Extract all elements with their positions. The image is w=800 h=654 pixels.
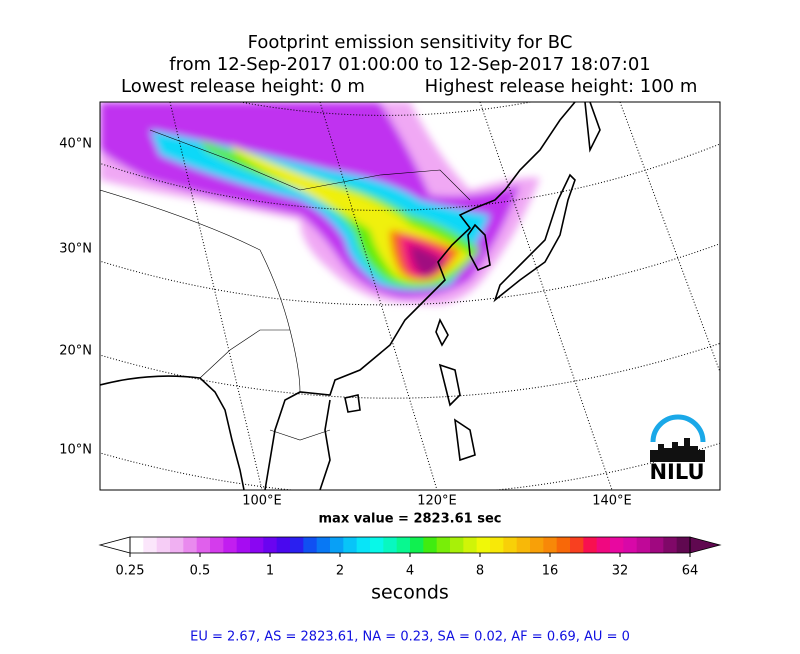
colorbar-segment — [583, 537, 598, 553]
colorbar-segment — [156, 537, 171, 553]
colorbar-tick-label: 64 — [682, 564, 699, 579]
lat-label: 10°N — [59, 443, 92, 458]
colorbar-segment — [676, 537, 691, 553]
map — [100, 102, 720, 490]
parallel — [100, 143, 720, 211]
lat-label: 40°N — [59, 137, 92, 152]
colorbar-segment — [423, 537, 438, 553]
colorbar-tick-label: 32 — [612, 564, 629, 579]
footer-text: EU = 2.67, AS = 2823.61, NA = 0.23, SA =… — [190, 630, 630, 645]
borders — [100, 129, 471, 441]
title-line: from 12-Sep-2017 01:00:00 to 12-Sep-2017… — [169, 54, 651, 75]
release-high: Highest release height: 100 m — [425, 76, 698, 97]
colorbar-segment — [303, 537, 318, 553]
taiwan — [435, 317, 449, 347]
colorbar-tick-label: 0.25 — [116, 564, 145, 579]
logo-arc — [650, 414, 706, 443]
colorbar-segment — [610, 537, 624, 553]
colorbar-tick-label: 8 — [476, 564, 484, 579]
colorbar-segment — [436, 537, 451, 553]
colorbar-segment — [543, 537, 558, 553]
nilu-logo: NILU — [649, 414, 706, 484]
colorbar-segment — [143, 537, 158, 553]
coast — [100, 375, 245, 490]
graticule — [100, 102, 720, 490]
colorbar-segment — [663, 537, 678, 553]
colorbar-segment — [503, 537, 518, 553]
lon-label: 100°E — [242, 494, 282, 509]
colorbar-segment — [343, 537, 358, 553]
logo-skyline — [650, 438, 705, 462]
colorbar-tick-label: 4 — [406, 564, 414, 579]
colorbar-segment — [276, 537, 291, 553]
parallel — [100, 442, 720, 490]
colorbar-segment — [516, 537, 531, 553]
colorbar-segment — [650, 537, 664, 553]
colorbar-segment — [316, 537, 331, 553]
lat-label: 20°N — [59, 344, 92, 359]
colorbar-segment — [596, 537, 611, 553]
release-low: Lowest release height: 0 m — [121, 76, 365, 97]
meridian — [619, 102, 720, 374]
colorbar-segment — [263, 537, 278, 553]
parallel — [100, 243, 720, 306]
colorbar-segment — [290, 537, 304, 553]
colorbar-segment — [476, 537, 491, 553]
meridian — [479, 102, 613, 490]
korea — [467, 223, 491, 272]
colorbar-segment — [210, 537, 224, 553]
border — [100, 189, 301, 393]
hainan — [344, 394, 361, 413]
coast — [264, 102, 576, 490]
colorbar-segment — [383, 537, 398, 553]
coast — [319, 399, 331, 490]
colorbar-segment — [250, 537, 264, 553]
coastlines — [100, 102, 601, 490]
title-line: Footprint emission sensitivity for BC — [248, 32, 573, 53]
colorbar-segment — [223, 537, 238, 553]
colorbar-segment — [370, 537, 384, 553]
colorbar-tick-label: 16 — [542, 564, 559, 579]
colorbar-segment — [130, 537, 144, 553]
colorbar-segment — [623, 537, 638, 553]
colorbar-segment — [183, 537, 198, 553]
colorbar-segment — [396, 537, 411, 553]
colorbar-segment — [196, 537, 211, 553]
colorbar-segment — [236, 537, 251, 553]
colorbar-tick-label: 2 — [336, 564, 344, 579]
philippines — [438, 363, 476, 462]
lat-label: 30°N — [59, 242, 92, 257]
border — [199, 329, 290, 379]
map-frame — [99, 101, 721, 491]
lon-label: 120°E — [417, 494, 457, 509]
parallel — [100, 342, 720, 399]
colorbar-tick-label: 0.5 — [190, 564, 211, 579]
colorbar-segment — [450, 537, 464, 553]
lon-label: 140°E — [592, 494, 632, 509]
colorbar: 0.25 0.5 1 2 4 8 16 32 64 seconds — [98, 536, 722, 604]
colorbar-segment — [556, 537, 571, 553]
border — [269, 429, 331, 441]
colorbar-segment — [330, 537, 344, 553]
colorbar-segment — [530, 537, 544, 553]
sakhalin — [584, 102, 601, 153]
japan — [493, 173, 576, 303]
colorbar-segment — [356, 537, 371, 553]
meridian — [169, 102, 263, 490]
colorbar-segment — [463, 537, 478, 553]
colorbar-tick-label: 1 — [266, 564, 274, 579]
colorbar-segment — [410, 537, 424, 553]
colorbar-segment — [490, 537, 504, 553]
colorbar-segment — [570, 537, 584, 553]
colorbar-segment — [170, 537, 184, 553]
colorbar-segment — [636, 537, 651, 553]
border — [149, 129, 471, 201]
colorbar-label: seconds — [371, 582, 449, 604]
logo-text: NILU — [649, 460, 704, 484]
max-value: max value = 2823.61 sec — [319, 512, 502, 527]
